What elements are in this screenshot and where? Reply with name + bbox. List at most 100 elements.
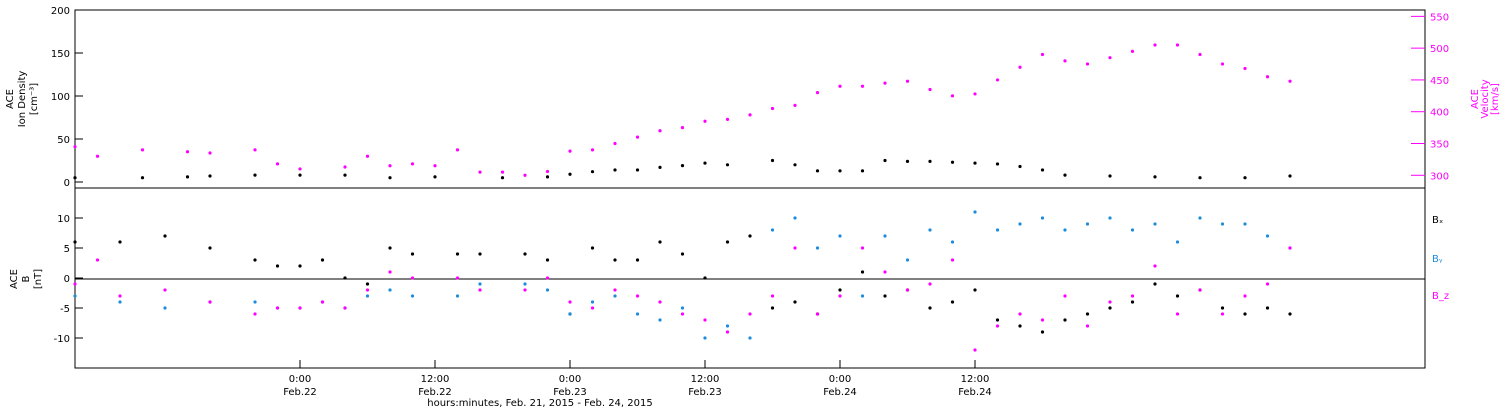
top-data-point — [568, 172, 572, 176]
top-data-point — [388, 176, 392, 180]
top-data-point — [140, 176, 145, 180]
bottom-data-point — [838, 288, 842, 292]
top-data-point — [590, 148, 595, 152]
bottom-data-point — [1265, 282, 1270, 286]
bottom-data-point — [995, 228, 1000, 232]
top-data-point — [860, 169, 865, 173]
bottom-data-point — [545, 288, 550, 292]
bottom-data-point — [1288, 312, 1292, 316]
x-tick-time: 0:00 — [829, 374, 851, 385]
axis-ticks: 0 50 100 150 200 300 350 400 450 500 550 -10 -5 0 5 10 0… — [51, 6, 1449, 398]
bottom-data-point — [1108, 306, 1112, 310]
top-data-point — [725, 163, 730, 167]
x-tick-time: 12:00 — [691, 374, 720, 385]
bottom-data-point — [590, 246, 595, 250]
top-data-point — [73, 176, 77, 180]
bottom-data-point — [1153, 282, 1157, 286]
bottom-left-tick-label: 5 — [64, 244, 70, 255]
bottom-data-point — [1018, 222, 1022, 226]
bottom-data-point — [95, 258, 100, 262]
bottom-data-point — [635, 294, 640, 298]
top-data-point — [793, 163, 797, 167]
bottom-data-point — [455, 252, 460, 256]
top-left-tick-label: 100 — [51, 92, 70, 103]
bottom-data-point — [613, 294, 617, 298]
top-data-point — [1063, 173, 1067, 177]
top-data-point — [1018, 164, 1022, 169]
x-tick-date: Feb.24 — [823, 387, 857, 398]
top-data-point — [298, 173, 302, 177]
top-ylabel-line2: Ion Density — [17, 71, 28, 128]
bottom-data-point — [365, 294, 370, 298]
legend-by: Bᵧ — [1432, 254, 1443, 265]
bottom-data-point — [928, 282, 932, 286]
bottom-data-point — [1040, 318, 1045, 322]
top-right-ylabel-line1: ACE — [1470, 89, 1481, 109]
top-data-point — [613, 168, 617, 172]
bottom-data-point — [815, 312, 820, 316]
top-data-point — [658, 165, 662, 169]
bottom-data-point — [298, 306, 302, 310]
top-data-point — [1085, 62, 1090, 66]
top-data-point — [725, 117, 730, 121]
top-data-point — [1153, 43, 1157, 47]
top-data-point — [208, 174, 212, 178]
top-data-point — [973, 92, 977, 96]
top-data-point — [433, 175, 437, 179]
bottom-data-point — [680, 306, 685, 310]
bottom-data-point — [523, 252, 527, 256]
bottom-data-point — [590, 300, 595, 304]
bottom-data-point — [793, 246, 797, 250]
bottom-data-point — [545, 258, 550, 262]
top-data-point — [523, 173, 527, 177]
top-data-point — [905, 159, 910, 163]
bottom-data-point — [838, 294, 842, 298]
top-data-point — [95, 154, 100, 158]
top-data-point — [770, 158, 775, 163]
bottom-data-point — [1085, 312, 1090, 316]
bottom-data-point — [1018, 324, 1022, 328]
top-data-point — [1108, 174, 1112, 178]
bottom-data-point — [680, 252, 685, 256]
top-data-point — [658, 129, 662, 133]
bottom-data-point — [770, 228, 775, 232]
legend-bz: B_z — [1432, 291, 1449, 302]
bottom-data-point — [860, 270, 865, 274]
top-data-point — [635, 168, 640, 172]
bottom-data-point — [1085, 222, 1090, 226]
bottom-data-point — [410, 252, 415, 256]
bottom-ylabel-line3: [nT] — [33, 269, 44, 289]
bottom-data-point — [793, 300, 797, 304]
bottom-data-point — [658, 300, 662, 304]
top-data-point — [748, 113, 752, 117]
x-tick-time: 0:00 — [559, 374, 581, 385]
bottom-data-point — [410, 294, 415, 298]
bottom-data-point — [658, 240, 662, 244]
bottom-data-point — [208, 246, 212, 250]
top-right-tick-label: 350 — [1430, 140, 1449, 151]
bottom-data-point — [748, 312, 752, 316]
bottom-left-tick-label: -10 — [54, 334, 70, 345]
bottom-data-point — [343, 306, 347, 310]
top-data-point — [1175, 43, 1180, 47]
bottom-data-point — [1130, 294, 1135, 298]
top-left-tick-label: 50 — [57, 135, 70, 146]
top-data-point — [1040, 52, 1045, 57]
bottom-data-point — [1198, 288, 1202, 292]
bottom-data-point — [748, 234, 752, 238]
bottom-data-point — [253, 312, 257, 316]
bottom-data-point — [73, 240, 77, 244]
bottom-data-point — [613, 258, 617, 262]
bottom-data-point — [973, 288, 977, 292]
top-data-point — [680, 164, 685, 168]
bottom-data-point — [1063, 294, 1067, 298]
top-data-point — [568, 149, 572, 153]
bottom-data-point — [725, 240, 730, 244]
top-data-point — [770, 106, 775, 111]
bottom-data-point — [523, 288, 527, 292]
bottom-data-point — [770, 294, 775, 298]
top-data-point — [185, 150, 190, 154]
bottom-data-point — [1175, 294, 1180, 298]
top-data-point — [1198, 176, 1202, 180]
